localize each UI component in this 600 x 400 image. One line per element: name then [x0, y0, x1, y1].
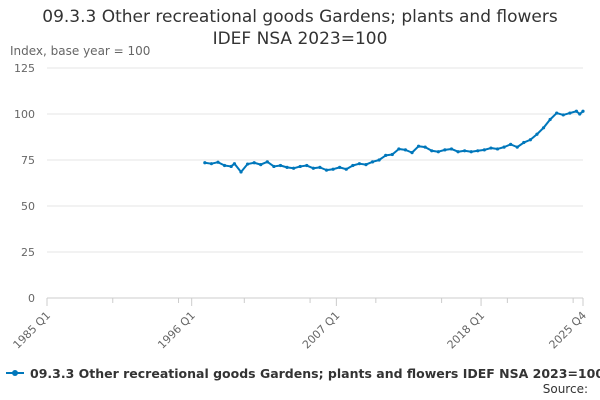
- data-point: [522, 140, 526, 145]
- data-point: [259, 163, 263, 167]
- data-point: [390, 152, 394, 157]
- x-tick-label: 2007 Q1: [300, 309, 343, 352]
- data-point: [245, 162, 250, 166]
- data-point: [232, 162, 237, 166]
- data-point: [578, 112, 582, 116]
- data-point: [403, 148, 408, 152]
- data-point: [548, 117, 552, 122]
- chart-title: 09.3.3 Other recreational goods Gardens;…: [0, 6, 600, 50]
- data-point: [377, 158, 381, 162]
- y-tick-label: 100: [14, 108, 35, 121]
- y-tick-label: 125: [14, 62, 35, 75]
- data-point: [456, 150, 460, 154]
- data-point: [338, 165, 342, 169]
- data-point: [443, 148, 447, 152]
- data-point: [541, 126, 546, 130]
- data-point: [469, 150, 473, 154]
- data-point: [252, 161, 256, 165]
- data-point: [502, 145, 506, 149]
- data-point: [357, 162, 361, 166]
- data-point: [515, 145, 519, 149]
- data-point: [449, 147, 454, 151]
- data-point: [561, 113, 565, 117]
- x-tick-label: 1985 Q1: [11, 309, 54, 352]
- data-point: [430, 149, 434, 153]
- data-point: [265, 160, 269, 164]
- data-point: [272, 164, 276, 169]
- data-point: [311, 166, 315, 170]
- data-point: [285, 165, 289, 169]
- x-tick-label: 1996 Q1: [155, 309, 198, 352]
- data-point: [581, 109, 585, 113]
- data-point: [535, 132, 539, 136]
- data-point: [305, 163, 309, 168]
- data-point: [555, 111, 559, 115]
- legend-series-label: 09.3.3 Other recreational goods Gardens;…: [30, 365, 600, 381]
- data-point: [436, 150, 440, 154]
- data-point: [574, 109, 579, 113]
- data-point: [364, 163, 368, 167]
- data-point: [528, 138, 532, 142]
- data-point: [482, 148, 486, 152]
- data-point: [216, 160, 220, 164]
- data-point: [410, 151, 414, 155]
- data-point: [568, 111, 572, 115]
- data-point: [463, 149, 467, 153]
- data-point: [344, 167, 348, 171]
- chart-title-line-1: 09.3.3 Other recreational goods Gardens;…: [42, 7, 558, 27]
- data-point: [209, 162, 214, 166]
- data-point: [397, 147, 401, 151]
- data-point: [476, 149, 480, 153]
- data-point: [331, 167, 335, 171]
- data-point: [370, 160, 375, 164]
- data-point: [489, 146, 493, 150]
- y-tick-label: 25: [21, 246, 35, 259]
- x-tick-label: 2018 Q1: [445, 309, 488, 352]
- data-point: [298, 164, 302, 169]
- data-point: [495, 147, 500, 151]
- data-point: [416, 144, 421, 148]
- y-tick-label: 0: [28, 292, 35, 305]
- source-label: Source:: [542, 382, 588, 396]
- data-point: [324, 168, 329, 172]
- data-point: [509, 142, 513, 146]
- legend[interactable]: 09.3.3 Other recreational goods Gardens;…: [6, 365, 600, 381]
- y-tick-label: 50: [21, 200, 35, 213]
- data-point: [292, 166, 296, 170]
- series-line: [204, 110, 584, 173]
- data-point: [203, 161, 207, 165]
- data-point: [278, 163, 283, 168]
- legend-line-marker-icon: [6, 367, 24, 379]
- data-point: [239, 170, 243, 174]
- y-axis-label: Index, base year = 100: [10, 44, 151, 58]
- data-point: [423, 145, 427, 149]
- data-point: [351, 163, 355, 168]
- data-point: [384, 153, 388, 157]
- data-point: [318, 165, 322, 169]
- y-tick-label: 75: [21, 154, 35, 167]
- x-tick-label: 2025 Q4: [547, 309, 590, 352]
- data-point: [222, 163, 227, 168]
- data-point: [229, 164, 233, 169]
- chart-title-line-2: IDEF NSA 2023=100: [212, 29, 388, 49]
